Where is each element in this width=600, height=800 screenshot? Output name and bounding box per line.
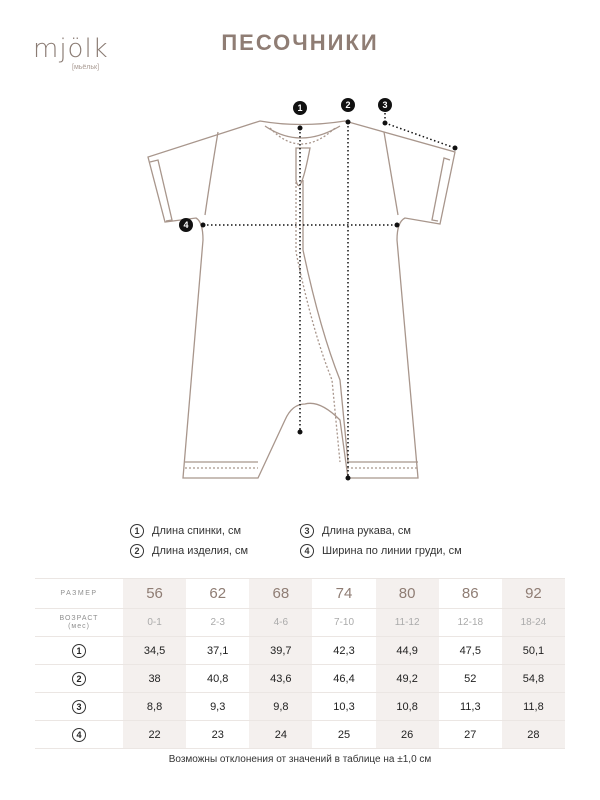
measurement-row: 4 22 23 24 25 26 27 28 <box>35 720 565 749</box>
legend-item: 1 Длина спинки, см <box>130 524 241 538</box>
number-1-icon: 1 <box>72 643 86 658</box>
value-cell: 52 <box>438 664 502 693</box>
brand-logo: mjölk <box>33 34 109 64</box>
number-1-icon: 1 <box>130 524 144 538</box>
row-number: 2 <box>35 664 123 693</box>
value-cell: 22 <box>123 720 187 749</box>
value-cell: 26 <box>375 720 439 749</box>
value-cell: 11,3 <box>438 692 502 721</box>
age-cell: 4-6 <box>249 608 313 637</box>
value-cell: 44,9 <box>375 636 439 665</box>
size-table: РАЗМЕР 56 62 68 74 80 86 92 ВОЗРАСТ (мес)… <box>35 578 565 749</box>
age-cell: 0-1 <box>123 608 187 637</box>
value-cell: 43,6 <box>249 664 313 693</box>
marker-2: 2 <box>345 100 350 110</box>
brand-logo-sub: [мьёльк] <box>72 64 100 71</box>
number-4-icon: 4 <box>300 544 314 558</box>
value-cell: 42,3 <box>312 636 376 665</box>
size-cell: 80 <box>375 578 439 609</box>
number-4-icon: 4 <box>72 727 86 742</box>
marker-1-icon <box>293 101 307 115</box>
legend-label: Длина изделия, см <box>152 545 249 557</box>
value-cell: 9,8 <box>249 692 313 721</box>
value-cell: 37,1 <box>186 636 250 665</box>
number-3-icon: 3 <box>300 524 314 538</box>
legend-item: 3 Длина рукава, см <box>300 524 411 538</box>
number-2-icon: 2 <box>130 544 144 558</box>
marker-4-icon <box>179 218 193 232</box>
measurement-row: 2 38 40,8 43,6 46,4 49,2 52 54,8 <box>35 664 565 693</box>
legend-label: Длина спинки, см <box>152 525 242 537</box>
value-cell: 27 <box>438 720 502 749</box>
value-cell: 46,4 <box>312 664 376 693</box>
age-cell: 18-24 <box>501 608 565 637</box>
measurement-row: 1 34,5 37,1 39,7 42,3 44,9 47,5 50,1 <box>35 636 565 665</box>
marker-3-icon <box>378 98 392 112</box>
value-cell: 47,5 <box>438 636 502 665</box>
value-cell: 8,8 <box>123 692 187 721</box>
value-cell: 28 <box>501 720 565 749</box>
value-cell: 23 <box>186 720 250 749</box>
value-cell: 10,3 <box>312 692 376 721</box>
value-cell: 38 <box>123 664 187 693</box>
marker-3: 3 <box>382 100 387 110</box>
value-cell: 25 <box>312 720 376 749</box>
size-cell: 56 <box>123 578 187 609</box>
age-cell: 2-3 <box>186 608 250 637</box>
marker-4: 4 <box>183 220 188 230</box>
age-cell: 12-18 <box>438 608 502 637</box>
size-cell: 74 <box>312 578 376 609</box>
legend-label: Ширина по линии груди, см <box>322 545 462 557</box>
value-cell: 49,2 <box>375 664 439 693</box>
age-cell: 7-10 <box>312 608 376 637</box>
value-cell: 54,8 <box>501 664 565 693</box>
row-number: 4 <box>35 720 123 749</box>
value-cell: 40,8 <box>186 664 250 693</box>
size-label: РАЗМЕР <box>35 578 123 609</box>
value-cell: 34,5 <box>123 636 187 665</box>
romper-outline <box>147 120 456 479</box>
value-cell: 10,8 <box>375 692 439 721</box>
row-number: 1 <box>35 636 123 665</box>
row-number: 3 <box>35 692 123 721</box>
age-label: ВОЗРАСТ (мес) <box>35 608 123 637</box>
age-row: ВОЗРАСТ (мес) 0-1 2-3 4-6 7-10 11-12 12-1… <box>35 608 565 637</box>
size-cell: 92 <box>501 578 565 609</box>
measure-lines <box>203 113 456 478</box>
number-3-icon: 3 <box>72 699 86 714</box>
size-cell: 62 <box>186 578 250 609</box>
legend-label: Длина рукава, см <box>322 525 411 537</box>
size-cell: 68 <box>249 578 313 609</box>
measure-dots <box>200 119 458 481</box>
legend-item: 4 Ширина по линии груди, см <box>300 544 462 558</box>
tolerance-note: Возможны отклонения от значений в таблиц… <box>168 754 432 765</box>
value-cell: 50,1 <box>501 636 565 665</box>
size-cell: 86 <box>438 578 502 609</box>
age-cell: 11-12 <box>375 608 439 637</box>
size-row: РАЗМЕР 56 62 68 74 80 86 92 <box>35 578 565 609</box>
value-cell: 11,8 <box>501 692 565 721</box>
garment-diagram: 1 2 3 4 <box>147 98 458 481</box>
value-cell: 24 <box>249 720 313 749</box>
value-cell: 39,7 <box>249 636 313 665</box>
marker-2-icon <box>341 98 355 112</box>
value-cell: 9,3 <box>186 692 250 721</box>
page-title: ПЕСОЧНИКИ <box>221 30 379 55</box>
number-2-icon: 2 <box>72 671 86 686</box>
measurement-row: 3 8,8 9,3 9,8 10,3 10,8 11,3 11,8 <box>35 692 565 721</box>
legend-item: 2 Длина изделия, см <box>130 544 248 558</box>
marker-1: 1 <box>297 103 302 113</box>
